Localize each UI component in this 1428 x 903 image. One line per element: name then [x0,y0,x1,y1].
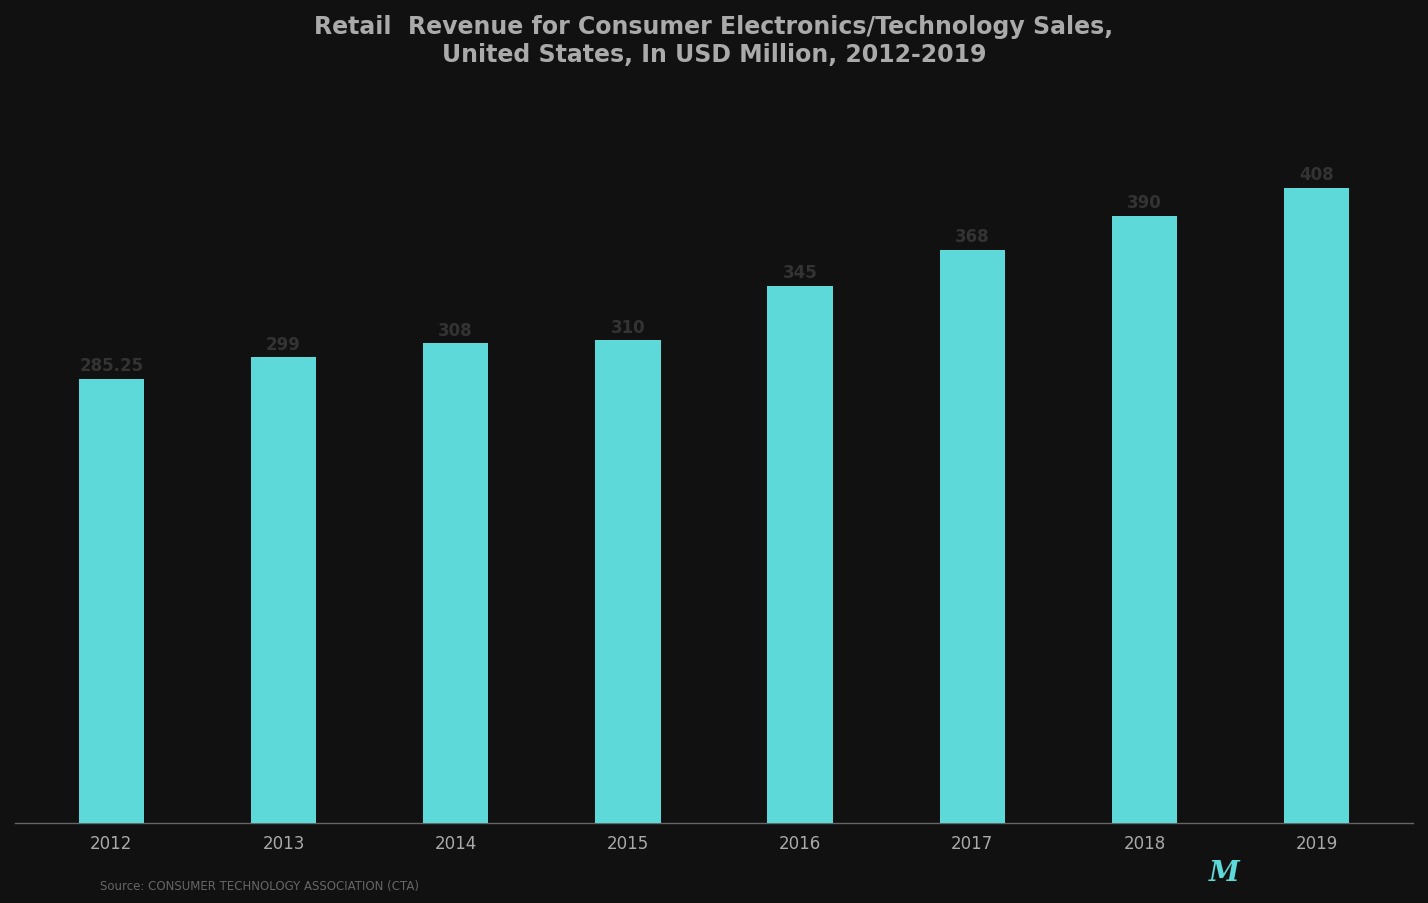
Text: 308: 308 [438,321,473,340]
Text: M: M [1210,859,1240,886]
Bar [1284,189,1349,823]
Text: Source: CONSUMER TECHNOLOGY ASSOCIATION (CTA): Source: CONSUMER TECHNOLOGY ASSOCIATION … [100,880,418,892]
Text: 390: 390 [1127,194,1162,212]
Bar [940,251,1005,823]
Text: 368: 368 [955,228,990,247]
Bar [251,358,316,823]
Text: 408: 408 [1299,166,1334,184]
Bar [423,344,488,823]
Bar [595,341,661,823]
Bar [1112,217,1177,823]
Title: Retail  Revenue for Consumer Electronics/Technology Sales,
United States, In USD: Retail Revenue for Consumer Electronics/… [314,15,1114,67]
Text: 285.25: 285.25 [79,357,143,375]
Bar [79,379,144,823]
Text: 310: 310 [611,319,645,336]
Text: 299: 299 [266,335,301,353]
Bar [767,286,833,823]
Text: 345: 345 [783,264,817,282]
